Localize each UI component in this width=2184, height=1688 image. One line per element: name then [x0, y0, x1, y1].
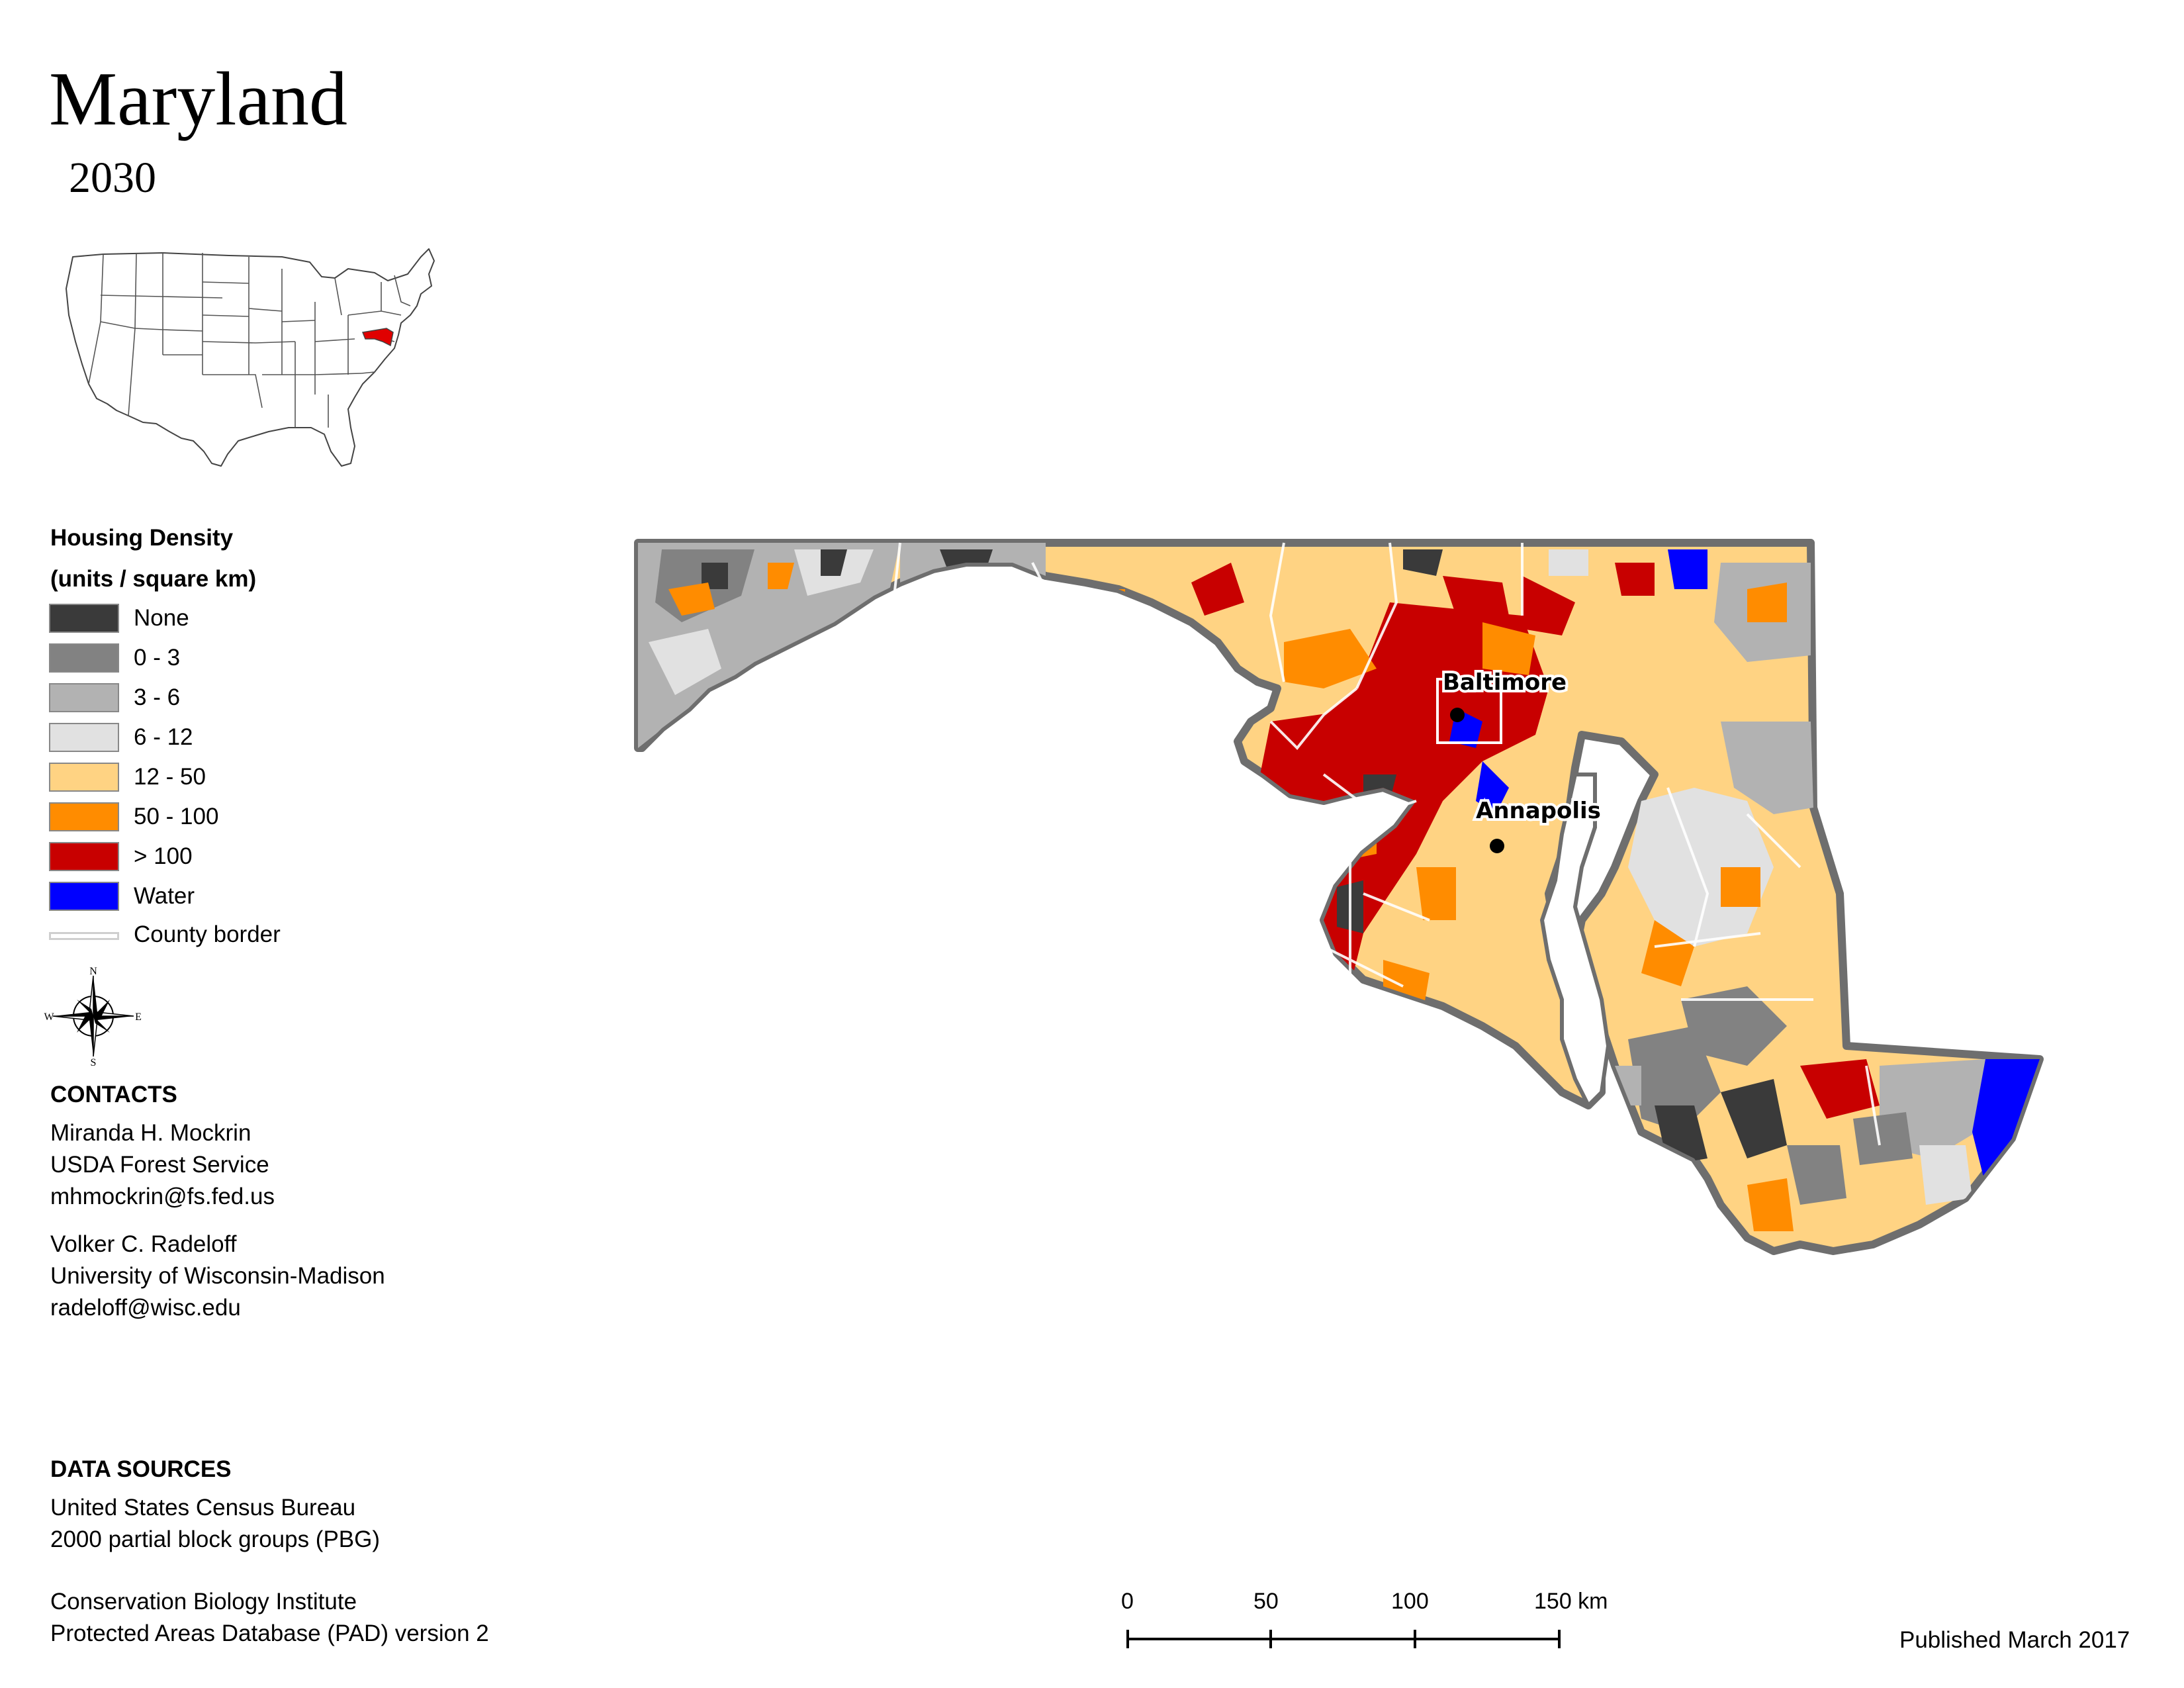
legend-label: None [134, 605, 189, 631]
contact-radeloff: Volker C. Radeloff University of Wiscons… [50, 1229, 385, 1324]
legend-swatch [49, 802, 119, 831]
legend-swatch [49, 683, 119, 712]
contact-name: Miranda H. Mockrin [50, 1120, 251, 1146]
scale-tick-label: 150 km [1534, 1589, 1608, 1614]
contact-mockrin: Miranda H. Mockrin USDA Forest Service m… [50, 1117, 275, 1213]
scale-bar: 0 50 100 150 km [1092, 1589, 1608, 1662]
chesapeake-bay [1539, 773, 1611, 1109]
data-sources-heading: DATA SOURCES [50, 1456, 232, 1482]
compass-e: E [135, 1011, 142, 1023]
map-title: Maryland [49, 57, 347, 142]
maryland-housing-density-map: Baltimore Annapolis [634, 539, 2044, 1255]
county-border-swatch [49, 932, 119, 940]
city-label-baltimore: Baltimore [1443, 669, 1567, 696]
source-line: 2000 partial block groups (PBG) [50, 1526, 381, 1552]
contact-email[interactable]: radeloff@wisc.edu [50, 1295, 241, 1321]
legend-swatch [49, 763, 119, 792]
scale-tick-label: 100 [1391, 1589, 1429, 1614]
contact-name: Volker C. Radeloff [50, 1231, 237, 1257]
scale-bar-line [1126, 1630, 1561, 1648]
legend-swatch [49, 842, 119, 871]
annapolis-marker [1490, 839, 1504, 853]
legend-label: 50 - 100 [134, 804, 219, 829]
published-date: Published March 2017 [1899, 1627, 2130, 1653]
source-line: Protected Areas Database (PAD) version 2 [50, 1620, 489, 1646]
legend-title-line2: (units / square km) [50, 566, 257, 592]
legend-swatch [49, 643, 119, 673]
data-source-cbi: Conservation Biology Institute Protected… [50, 1586, 489, 1650]
source-line: Conservation Biology Institute [50, 1589, 357, 1615]
legend-label: 0 - 3 [134, 645, 181, 671]
data-source-census: United States Census Bureau 2000 partial… [50, 1492, 380, 1556]
legend-label: Water [134, 883, 195, 909]
maryland-highlight [361, 328, 394, 347]
compass-n: N [89, 966, 97, 977]
map-year: 2030 [69, 154, 156, 202]
us-locator-map [66, 248, 435, 467]
baltimore-city-boundary [1436, 678, 1502, 744]
us-outline [66, 248, 435, 467]
compass-w: W [44, 1011, 54, 1023]
compass-rose-icon: N S E W [44, 966, 142, 1066]
county-borders [892, 542, 1881, 1146]
source-line: United States Census Bureau [50, 1495, 356, 1521]
compass-s: S [91, 1057, 97, 1066]
contact-org: University of Wisconsin-Madison [50, 1263, 385, 1289]
legend-label: > 100 [134, 843, 193, 869]
legend-swatch [49, 882, 119, 911]
legend-label: County border [134, 921, 281, 947]
baltimore-marker [1450, 708, 1465, 722]
contact-email[interactable]: mhmockrin@fs.fed.us [50, 1184, 275, 1209]
contact-org: USDA Forest Service [50, 1152, 269, 1178]
legend-swatch [49, 604, 119, 633]
legend-title-line1: Housing Density [50, 525, 234, 551]
legend-label: 12 - 50 [134, 764, 206, 790]
scale-tick-label: 0 [1121, 1589, 1134, 1614]
contacts-heading: CONTACTS [50, 1082, 177, 1107]
legend-label: 3 - 6 [134, 684, 181, 710]
legend-label: 6 - 12 [134, 724, 193, 750]
legend-swatch [49, 723, 119, 752]
legend-title: Housing Density (units / square km) [50, 518, 256, 600]
scale-tick-label: 50 [1253, 1589, 1279, 1614]
city-label-annapolis: Annapolis [1476, 798, 1601, 824]
